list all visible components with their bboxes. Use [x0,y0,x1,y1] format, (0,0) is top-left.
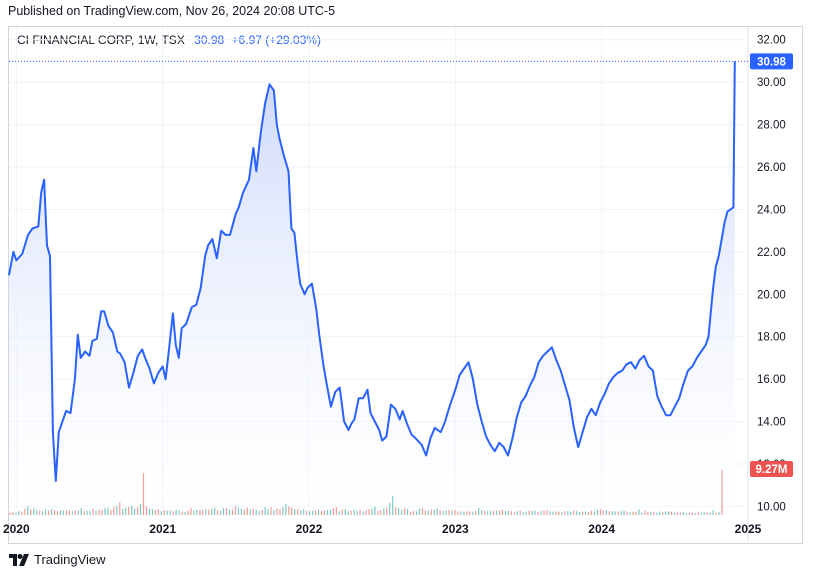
volume-badge [750,461,793,477]
last-price-badge-label: 30.98 [757,56,786,68]
footer-brand[interactable]: TradingView [9,552,106,567]
y-tick-label: 30.00 [757,77,786,89]
x-tick-label: 2022 [296,522,323,536]
y-tick-label: 18.00 [757,332,786,344]
chart-frame [8,26,803,544]
y-axis: 32.00 30.00 28.00 26.00 24.00 22.00 20.00 18.00… [757,35,786,514]
x-tick-label: 2023 [442,522,469,536]
price-area [8,60,748,518]
y-tick-label: 26.00 [757,162,786,174]
x-tick-label: 2021 [149,522,176,536]
y-tick-label: 32.00 [757,35,786,47]
x-tick-label: 2024 [588,522,615,536]
y-tick-label: 10.00 [757,501,786,513]
x-tick-label: 2020 [3,522,30,536]
price-area-fill [9,61,735,518]
y-tick-label: 16.00 [757,374,786,386]
price-line [8,61,736,482]
y-tick-label: 14.00 [757,417,786,429]
x-axis: 2020 2021 2022 2023 2024 2025 [3,522,762,536]
footer-brand-label: TradingView [34,552,106,567]
x-tick-label: 2025 [735,522,762,536]
tradingview-logo-icon [9,553,29,566]
last-price-badge [750,53,793,70]
y-tick-label: 22.00 [757,247,786,259]
volume-badge-label: 9.27M [756,464,788,476]
published-caption: Published on TradingView.com, Nov 26, 20… [8,4,336,18]
y-tick-label: 24.00 [757,204,786,216]
y-tick-label: 20.00 [757,289,786,301]
price-badges: 30.98 9.27M [750,53,793,477]
y-tick-label: 28.00 [757,120,786,132]
